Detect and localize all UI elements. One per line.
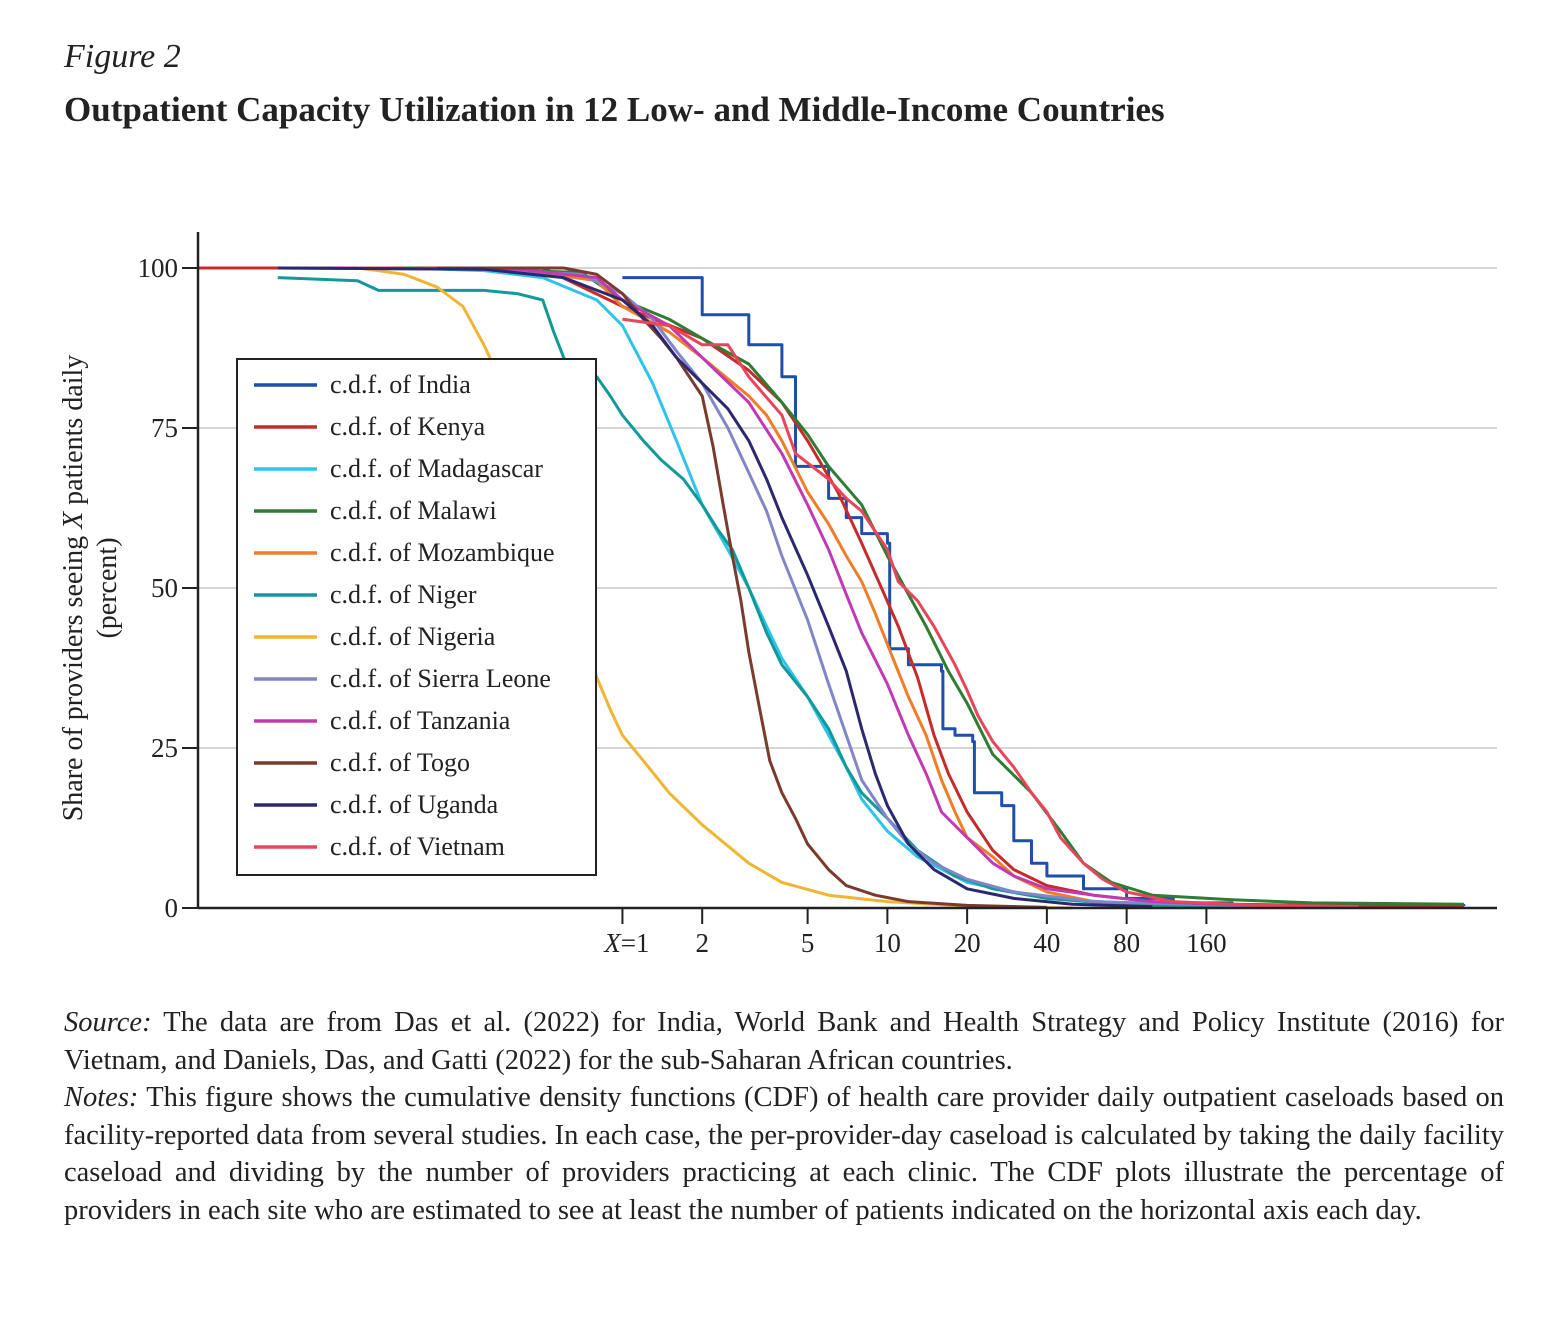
notes: Notes: This figure shows the cumulative … bbox=[64, 1079, 1504, 1229]
legend-label-8: c.d.f. of Tanzania bbox=[330, 706, 511, 735]
legend-box bbox=[236, 358, 597, 876]
source-label: Source: bbox=[64, 1007, 152, 1038]
figure-title: Outpatient Capacity Utilization in 12 Lo… bbox=[64, 90, 1165, 129]
legend-label-10: c.d.f. of Uganda bbox=[330, 790, 499, 819]
figure-label: Figure 2 bbox=[64, 38, 181, 75]
y-tick-label-75: 75 bbox=[151, 413, 178, 443]
source-text: The data are from Das et al. (2022) for … bbox=[64, 1007, 1504, 1076]
legend-label-2: c.d.f. of Madagascar bbox=[330, 454, 543, 483]
series-line-11 bbox=[622, 317, 1359, 909]
y-tick-label-50: 50 bbox=[151, 573, 178, 603]
y-axis-label: Share of providers seeing X patients dai… bbox=[58, 355, 123, 822]
series-line-5 bbox=[277, 276, 1233, 909]
caption: Source: The data are from Das et al. (20… bbox=[64, 1004, 1504, 1229]
legend: c.d.f. of India c.d.f. of Kenya c.d.f. of … bbox=[236, 358, 597, 876]
y-axis-title-line2: (percent) bbox=[92, 537, 123, 638]
y-tick-label-0: 0 bbox=[165, 893, 179, 923]
x-tick-label-40: 40 bbox=[1033, 928, 1060, 958]
notes-label: Notes: bbox=[64, 1082, 139, 1113]
legend-label-1: c.d.f. of Kenya bbox=[330, 412, 486, 441]
source-note: Source: The data are from Das et al. (20… bbox=[64, 1004, 1504, 1079]
x-tick-label-2: 2 bbox=[695, 928, 709, 958]
x-tick-label-80: 80 bbox=[1113, 928, 1140, 958]
y-axis-title: Share of providers seeing X patients dai… bbox=[58, 355, 123, 822]
legend-label-4: c.d.f. of Mozambique bbox=[330, 538, 555, 567]
y-tick-label-25: 25 bbox=[151, 733, 178, 763]
x-tick-label-160: 160 bbox=[1186, 928, 1227, 958]
y-axis-ticks: 0 25 50 75 100 bbox=[138, 253, 198, 923]
x-tick-label-20: 20 bbox=[954, 928, 981, 958]
notes-text: This figure shows the cumulative density… bbox=[64, 1082, 1504, 1226]
series-line-2 bbox=[404, 266, 1279, 909]
legend-label-11: c.d.f. of Vietnam bbox=[330, 832, 505, 861]
x-tick-label-10: 10 bbox=[874, 928, 901, 958]
legend-label-9: c.d.f. of Togo bbox=[330, 748, 470, 777]
legend-label-7: c.d.f. of Sierra Leone bbox=[330, 664, 551, 693]
legend-label-0: c.d.f. of India bbox=[330, 370, 471, 399]
legend-label-5: c.d.f. of Niger bbox=[330, 580, 477, 609]
y-tick-label-100: 100 bbox=[138, 253, 179, 283]
x-axis-ticks: X=1 2 5 10 20 40 80 160 bbox=[603, 908, 1227, 958]
series-line-8 bbox=[331, 266, 1338, 909]
series-line-10 bbox=[277, 266, 1153, 909]
x-tick-label-1: X=1 bbox=[603, 928, 649, 958]
legend-label-6: c.d.f. of Nigeria bbox=[330, 622, 496, 651]
y-axis-title-line1: Share of providers seeing X patients dai… bbox=[58, 355, 89, 822]
legend-label-3: c.d.f. of Malawi bbox=[330, 496, 497, 525]
x-tick-label-5: 5 bbox=[801, 928, 815, 958]
axes bbox=[196, 232, 1497, 910]
